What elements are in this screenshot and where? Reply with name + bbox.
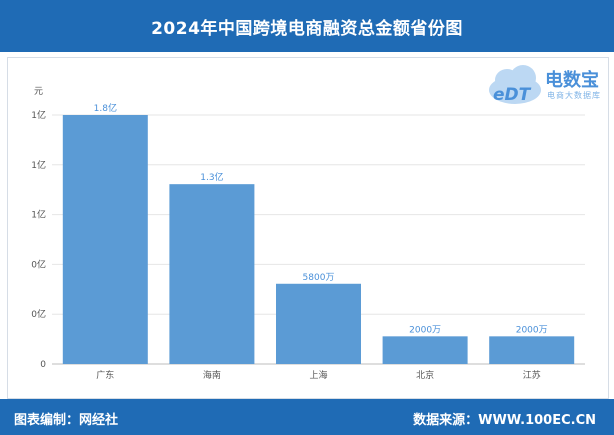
x-tick-label: 广东 (96, 369, 114, 381)
bar (489, 336, 575, 364)
svg-text:eDT: eDT (493, 85, 532, 105)
x-tick-label: 江苏 (523, 369, 541, 381)
y-tick-label: 0亿 (31, 308, 46, 320)
bar (382, 336, 468, 364)
y-tick-label: 0 (40, 360, 46, 370)
data-label: 2000万 (409, 325, 441, 335)
data-label: 5800万 (303, 273, 335, 283)
footer-source: 数据来源：WWW.100EC.CN (413, 413, 596, 428)
y-tick-label: 1亿 (31, 109, 46, 121)
data-label: 1.8亿 (94, 102, 117, 114)
chart-title: 2024年中国跨境电商融资总金额省份图 (0, 0, 614, 52)
x-tick-label: 上海 (309, 369, 327, 381)
bar (276, 283, 361, 364)
footer-credit: 图表编制：网经社 (14, 413, 119, 428)
x-tick-label: 海南 (203, 369, 221, 381)
bar (62, 115, 148, 364)
y-axis-label: 元 (34, 87, 43, 97)
y-tick-label: 1亿 (31, 209, 46, 221)
logo-subtitle: 电商大数据库 (547, 91, 601, 100)
cloud-logo-icon: eDT (489, 65, 541, 105)
logo: eDT 电数宝 电商大数据库 (485, 60, 605, 110)
y-tick-label: 0亿 (31, 258, 46, 270)
logo-brand: 电数宝 (545, 70, 599, 91)
data-label: 1.3亿 (200, 171, 223, 183)
x-tick-label: 北京 (416, 369, 434, 381)
y-tick-label: 1亿 (31, 159, 46, 171)
bar (169, 184, 255, 364)
footer: 图表编制：网经社 数据来源：WWW.100EC.CN (0, 399, 614, 435)
data-label: 2000万 (516, 325, 548, 335)
